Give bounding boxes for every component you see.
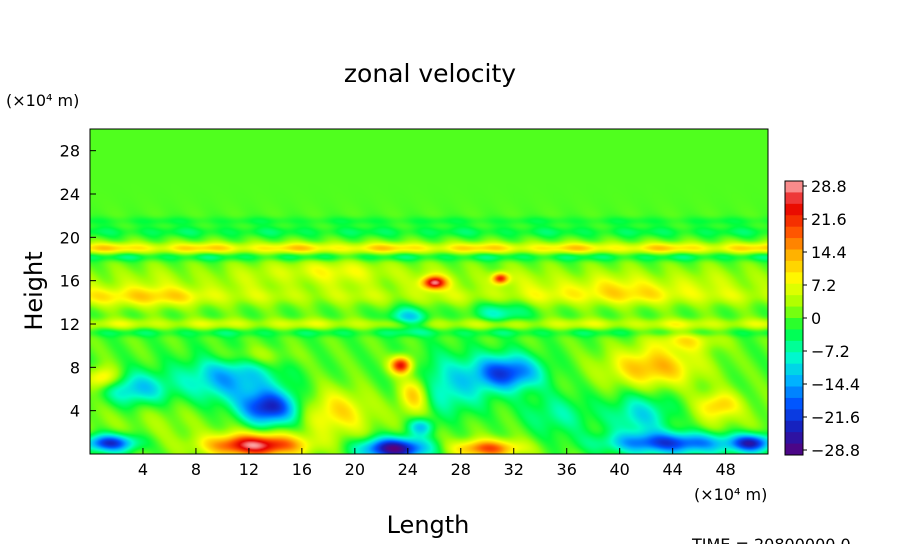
- x-axis: 4 8 12 16 20 24 28 32 36 40 44 48: [138, 448, 736, 479]
- colorbar-swatch: [785, 340, 803, 353]
- x-tick-label: 4: [138, 460, 148, 479]
- colorbar-swatch: [785, 192, 803, 205]
- colorbar-swatch: [785, 409, 803, 422]
- colorbar-tick-label: 28.8: [811, 177, 847, 196]
- x-tick-label: 24: [398, 460, 418, 479]
- colorbar-swatch: [785, 283, 803, 296]
- colorbar-swatch: [785, 295, 803, 308]
- colorbar-tick-label: −21.6: [811, 408, 860, 427]
- colorbar-swatch: [785, 375, 803, 387]
- colorbar-tick-label: −28.8: [811, 441, 860, 460]
- colorbar-swatch: [785, 386, 803, 399]
- time-label: TIME = 20800000.0: [691, 535, 851, 544]
- colorbar-swatch: [785, 432, 803, 445]
- x-axis-label: Length: [387, 511, 470, 539]
- colorbar-swatch: [785, 420, 803, 433]
- y-tick-label: 12: [60, 315, 80, 334]
- x-tick-label: 16: [292, 460, 312, 479]
- x-tick-label: 48: [715, 460, 735, 479]
- colorbar-tick-label: 0: [811, 309, 821, 328]
- colorbar-swatch: [785, 363, 803, 376]
- colorbar-tick-label: −14.4: [811, 375, 860, 394]
- colorbar-swatch: [785, 306, 803, 319]
- y-tick-label: 24: [60, 185, 80, 204]
- colorbar-swatch: [785, 352, 803, 365]
- y-unit-label: (×10⁴ m): [6, 91, 79, 110]
- y-tick-label: 20: [60, 228, 80, 247]
- colorbar-swatch: [785, 329, 803, 342]
- colorbar-swatch: [785, 181, 803, 193]
- colorbar-tick-label: 7.2: [811, 276, 836, 295]
- colorbar-swatch: [785, 272, 803, 285]
- plot-frame: [89, 128, 769, 455]
- x-tick-label: 44: [662, 460, 682, 479]
- colorbar-swatch: [785, 318, 803, 330]
- x-tick-label: 8: [191, 460, 201, 479]
- chart-title: zonal velocity: [344, 59, 516, 88]
- colorbar-swatch: [785, 226, 803, 239]
- x-tick-label: 36: [557, 460, 577, 479]
- x-tick-label: 20: [345, 460, 365, 479]
- colorbar-swatch: [785, 238, 803, 250]
- colorbar: 28.8 21.6 14.4 7.2 0 −7.2 −14.4 −21.6 −28.8: [784, 177, 860, 460]
- colorbar-swatch: [785, 249, 803, 262]
- colorbar-swatch: [785, 443, 803, 456]
- colorbar-tick-label: 21.6: [811, 210, 847, 229]
- colorbar-tick-label: 14.4: [811, 243, 847, 262]
- y-tick-label: 16: [60, 272, 80, 291]
- y-tick-label: 28: [60, 142, 80, 161]
- y-axis-label: Height: [20, 251, 48, 330]
- colorbar-swatch: [785, 260, 803, 273]
- x-tick-label: 32: [504, 460, 524, 479]
- colorbar-swatch: [785, 215, 803, 228]
- x-unit-label: (×10⁴ m): [694, 485, 767, 504]
- colorbar-swatch: [785, 203, 803, 216]
- y-tick-label: 8: [70, 358, 80, 377]
- y-axis: 4 8 12 16 20 24 28: [60, 142, 96, 421]
- colorbar-tick-label: −7.2: [811, 342, 850, 361]
- colorbar-swatch: [785, 397, 803, 410]
- heatmap-field: [90, 129, 768, 454]
- y-tick-label: 4: [70, 402, 80, 421]
- x-tick-label: 40: [610, 460, 630, 479]
- x-tick-label: 12: [239, 460, 259, 479]
- x-tick-label: 28: [451, 460, 471, 479]
